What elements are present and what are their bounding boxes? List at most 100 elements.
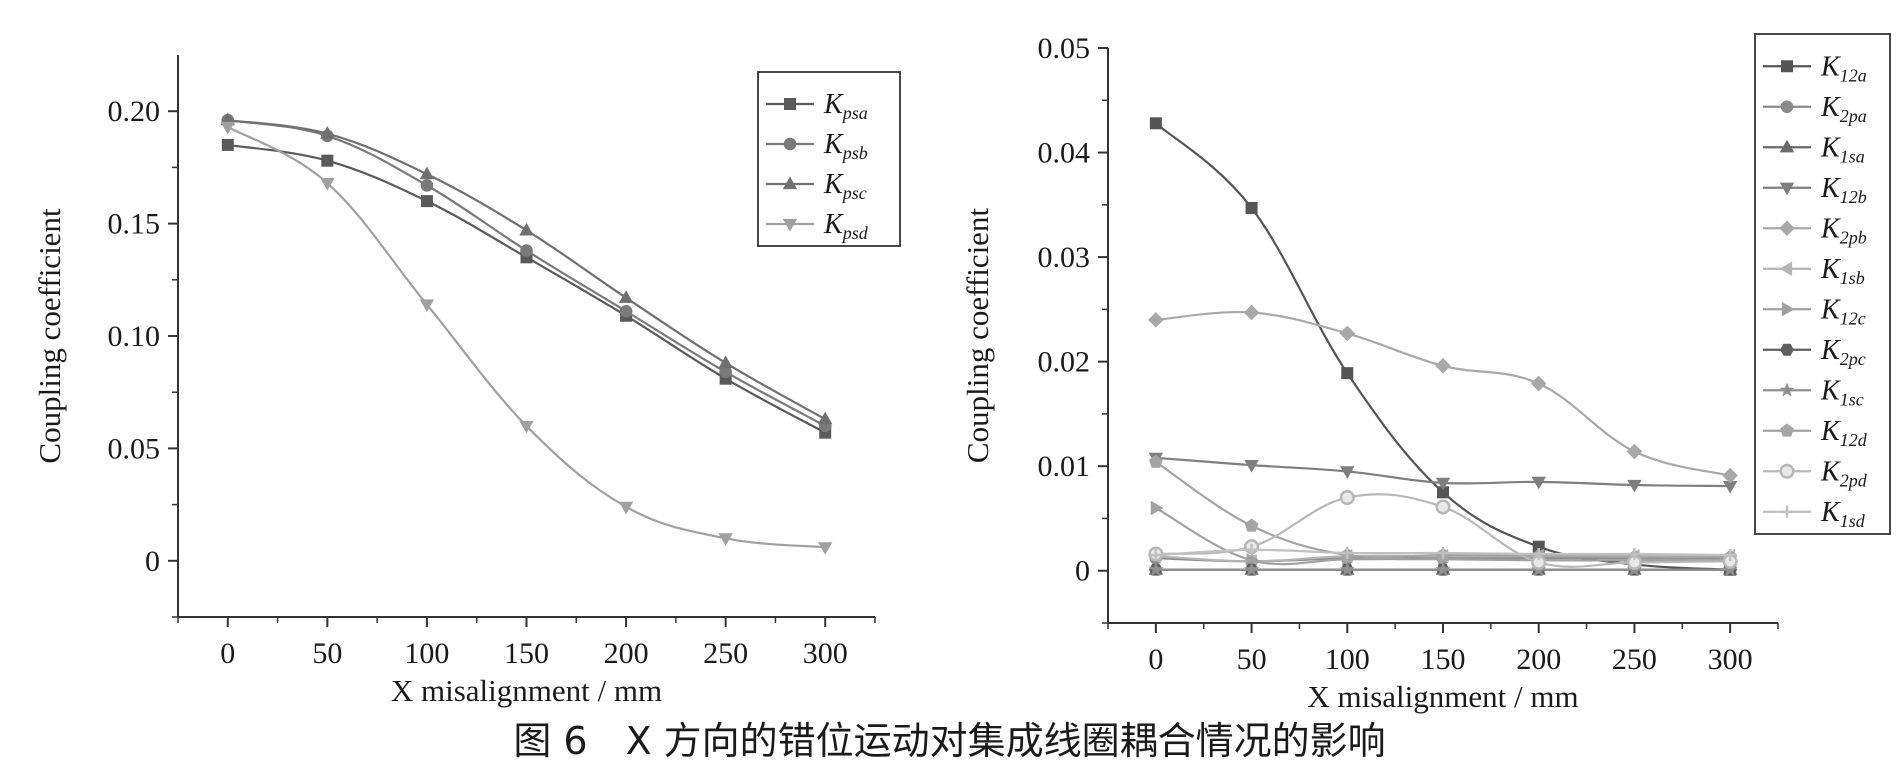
right-x-tick-label: 100: [1325, 643, 1370, 676]
left-legend-label-psc: Kpsc: [823, 169, 867, 203]
left-data-point-psc: [320, 126, 335, 139]
right-legend-marker-1sb: [1779, 261, 1793, 276]
left-data-point-psc: [818, 411, 833, 425]
left-data-point-psb: [619, 304, 633, 318]
right-data-point-2pd: [1435, 499, 1451, 515]
right-data-point-1sc: [1148, 561, 1164, 576]
right-legend-label-12a: K12a: [1820, 51, 1867, 85]
right-data-point-12d: [1149, 454, 1163, 468]
right-data-point-12b: [1340, 466, 1355, 479]
right-legend-label-2pd: K2pd: [1820, 456, 1868, 490]
right-data-point-12b: [1531, 476, 1546, 490]
right-data-point-12a: [1245, 201, 1258, 214]
left-data-point-psb: [420, 179, 434, 192]
left-data-point-psb: [520, 244, 533, 257]
right-data-point-1sd: [1149, 549, 1162, 562]
left-series-line-psa: [227, 143, 826, 434]
left-data-point-psd: [519, 420, 534, 434]
right-chart: 0 50 100 150 200 250 300 0 0.01 0.02 0.03 0.04 0.05 X…: [960, 32, 1891, 714]
right-data-point-12a: [1341, 367, 1354, 380]
left-data-point-psc: [519, 222, 534, 236]
right-legend-label-12c: K12c: [1820, 294, 1866, 328]
right-data-point-1sc: [1244, 561, 1259, 576]
left-y-tick-label: 0.20: [108, 95, 161, 128]
right-legend-label-2pa: K2pa: [1820, 92, 1867, 126]
left-x-axis-label: X misalignment / mm: [391, 673, 662, 708]
right-data-point-2pd: [1339, 489, 1355, 506]
right-y-tick-label: 0.05: [1038, 32, 1091, 65]
right-legend-marker-2pc: [1780, 343, 1794, 356]
right-series-line-2pb: [1155, 310, 1731, 477]
right-data-point-12a: [1437, 486, 1449, 499]
left-data-point-psd: [618, 501, 634, 515]
right-x-tick-label: 200: [1516, 643, 1561, 676]
left-legend-frame: [757, 71, 901, 247]
right-legend-marker-2pd: [1779, 463, 1795, 479]
right-x-tick-label: 250: [1612, 643, 1657, 676]
left-x-tick-label: 50: [312, 637, 342, 670]
right-legend-label-2pb: K2pb: [1820, 213, 1867, 247]
right-x-tick-label: 0: [1148, 643, 1163, 676]
right-y-tick-label: 0.03: [1038, 241, 1091, 274]
left-x-tick-label: 250: [703, 637, 748, 670]
right-data-point-2pb: [1435, 358, 1451, 374]
right-y-axis-label: Coupling coefficient: [960, 208, 995, 464]
left-x-tick-label: 100: [404, 637, 449, 670]
right-data-point-12a: [1532, 540, 1545, 553]
right-data-point-1sd: [1341, 546, 1354, 559]
right-data-point-1sd: [1245, 543, 1258, 556]
right-data-point-12b: [1722, 480, 1738, 494]
right-legend-label-1sb: K1sb: [1820, 254, 1865, 288]
left-data-point-psc: [419, 166, 435, 180]
right-data-point-12a: [1149, 117, 1162, 130]
right-data-point-2pb: [1148, 312, 1164, 328]
right-legend-marker-1sd: [1781, 505, 1793, 518]
left-data-point-psa: [321, 154, 334, 167]
right-y-tick-label: 0: [1075, 555, 1090, 588]
right-data-point-1sd: [1628, 548, 1641, 560]
right-data-point-12d: [1244, 518, 1259, 532]
right-data-point-1sc: [1435, 561, 1451, 576]
left-x-tick-label: 200: [604, 637, 649, 670]
right-y-tick-label: 0.01: [1038, 450, 1091, 483]
left-series-line-psd: [227, 125, 826, 549]
right-legend-label-1sd: K1sd: [1820, 497, 1866, 531]
left-y-tick-label: 0.15: [108, 208, 161, 241]
left-legend-label-psb: Kpsb: [823, 129, 868, 163]
left-data-point-psd: [419, 299, 435, 313]
right-data-point-2pb: [1722, 467, 1738, 484]
left-data-point-psd: [818, 542, 833, 555]
right-legend-marker-1sa: [1779, 139, 1795, 153]
left-data-point-psd: [320, 178, 335, 191]
right-x-tick-label: 300: [1708, 643, 1753, 676]
right-x-tick-label: 150: [1421, 643, 1466, 676]
right-data-point-12c: [1150, 500, 1164, 516]
right-data-point-1sc: [1339, 561, 1355, 576]
left-legend-label-psa: Kpsa: [823, 89, 868, 123]
left-x-tick-label: 0: [220, 637, 235, 670]
right-legend-marker-12a: [1781, 60, 1793, 73]
left-y-tick-label: 0.05: [108, 432, 161, 465]
left-legend-marker-psd: [782, 218, 798, 232]
right-legend-label-12b: K12b: [1820, 173, 1867, 207]
left-data-point-psd: [718, 533, 733, 546]
left-data-point-psc: [718, 355, 733, 369]
right-y-tick-label: 0.04: [1038, 137, 1091, 170]
right-legend-label-1sc: K1sc: [1820, 375, 1864, 409]
right-data-point-1sd: [1437, 546, 1449, 559]
right-legend-marker-2pa: [1780, 100, 1794, 114]
right-legend-label-1sa: K1sa: [1820, 132, 1865, 166]
right-data-point-1sc: [1722, 561, 1738, 576]
right-data-point-2pb: [1243, 304, 1260, 321]
right-data-point-1sd: [1532, 548, 1545, 560]
left-legend-label-psd: Kpsd: [823, 209, 869, 243]
right-legend-label-12d: K12d: [1820, 416, 1868, 450]
left-data-point-psd: [220, 121, 235, 135]
right-data-point-2pb: [1530, 375, 1547, 392]
left-legend-marker-psb: [783, 137, 797, 151]
left-data-point-psa: [221, 138, 234, 151]
left-series-line-psb: [227, 119, 826, 427]
left-y-axis-label: Coupling coefficient: [32, 208, 67, 464]
right-legend-marker-1sc: [1779, 382, 1795, 397]
